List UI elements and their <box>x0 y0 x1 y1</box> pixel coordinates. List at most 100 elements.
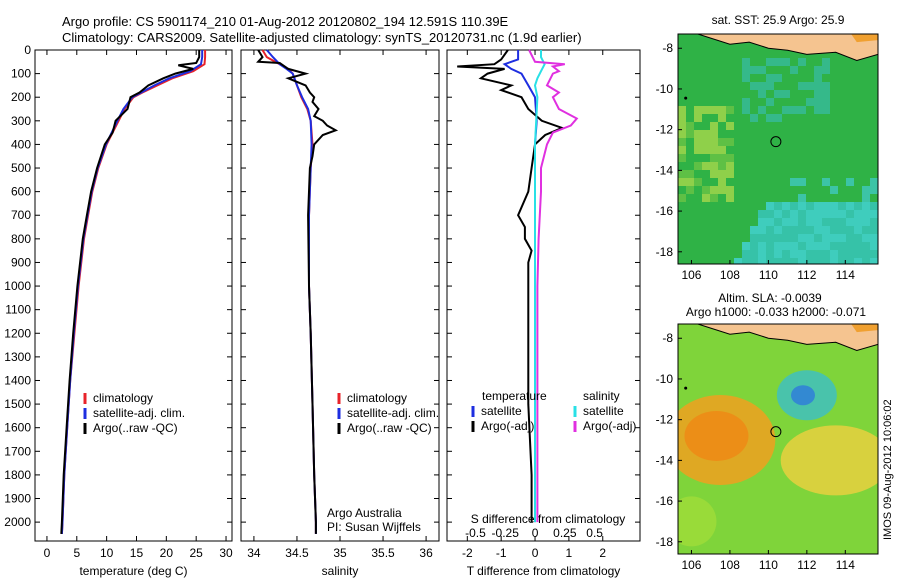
sst-cell <box>750 66 758 74</box>
imos-timestamp: IMOS 09-Aug-2012 10:06:02 <box>882 399 894 540</box>
sst-cell <box>798 194 806 202</box>
sst-cell <box>854 242 862 250</box>
sst-cell <box>790 250 798 258</box>
sst-cell <box>782 58 790 66</box>
sst-cell <box>766 202 774 210</box>
sst-cell <box>694 138 702 146</box>
sst-cell <box>782 258 790 264</box>
x-tick-label: 35 <box>333 546 347 560</box>
sst-cell <box>750 82 758 90</box>
sst-cell <box>790 242 798 250</box>
top-x-axis-label: S difference from climatology <box>471 512 626 526</box>
sla-x-tick-label: 112 <box>797 558 816 572</box>
sst-x-tick-label: 110 <box>759 268 778 282</box>
sst-cell <box>814 218 822 226</box>
y-tick-label: 400 <box>11 137 31 151</box>
sst-cell <box>758 250 766 258</box>
sst-cell <box>702 130 710 138</box>
salinity-panel: 34 34.5 35 35.5 36 salinity climatologysatelli… <box>240 49 440 578</box>
temperature-legend-entry: climatology <box>93 391 153 405</box>
y-tick-label: 1600 <box>4 421 31 435</box>
sst-cell <box>806 250 814 258</box>
sst-cell <box>830 186 838 194</box>
series-line-argorawqc <box>60 50 201 534</box>
sla-map-frame <box>677 323 879 555</box>
sst-cell <box>846 242 854 250</box>
sst-cell <box>718 106 726 114</box>
y-tick-label: 1800 <box>4 468 31 482</box>
sst-cell <box>694 114 702 122</box>
sst-cell <box>694 130 702 138</box>
sst-cell <box>774 218 782 226</box>
x-tick-label: 34.5 <box>285 546 309 560</box>
sst-cell <box>830 202 838 210</box>
salinity-legend-entry: climatology <box>347 391 407 405</box>
sla-x-tick-label: 108 <box>720 558 740 572</box>
y-tick-label: 700 <box>11 208 31 222</box>
sst-map-panel: sat. SST: 25.9 Argo: 25.9 106 108 110 112 114… <box>656 13 879 282</box>
sst-cell <box>758 82 766 90</box>
sla-x-tick-label: 110 <box>759 558 778 572</box>
sst-cell <box>870 234 878 242</box>
sst-land-highlight <box>851 34 878 43</box>
sst-cell <box>798 242 806 250</box>
plot-frame <box>446 49 641 542</box>
sst-cell <box>678 178 686 186</box>
sst-cell <box>710 194 718 202</box>
difference-legend-t-entry: satellite <box>481 404 522 418</box>
sst-cell <box>822 226 830 234</box>
y-tick-label: 800 <box>11 232 31 246</box>
x-tick-label: 0 <box>532 546 539 560</box>
sla-x-tick-label: 106 <box>681 558 701 572</box>
sst-cell <box>854 226 862 234</box>
top-x-tick-label: 0.5 <box>586 526 603 540</box>
top-x-tick-label: -0.25 <box>492 526 520 540</box>
sst-cell <box>822 234 830 242</box>
y-tick-label: 0 <box>24 43 31 57</box>
sst-cell <box>782 202 790 210</box>
x-tick-label: 20 <box>160 546 174 560</box>
sst-map-frame <box>677 33 879 265</box>
sst-cell <box>830 242 838 250</box>
y-tick-label: 500 <box>11 161 31 175</box>
sst-cell <box>766 210 774 218</box>
sst-cell <box>774 202 782 210</box>
annotation-institution: Argo Australia <box>327 506 402 520</box>
sst-argo-marker <box>770 136 782 148</box>
sst-cell <box>814 226 822 234</box>
sst-cell <box>798 82 806 90</box>
sst-cell <box>782 226 790 234</box>
sst-cell <box>814 82 822 90</box>
sst-cell <box>814 74 822 82</box>
sst-cell <box>822 82 830 90</box>
sst-cell <box>742 74 750 82</box>
sst-y-tick-label: -12 <box>656 123 674 137</box>
y-tick-label: 900 <box>11 255 31 269</box>
sst-cell <box>830 226 838 234</box>
sla-y-tick-label: -14 <box>656 453 674 467</box>
sst-cell <box>710 146 718 154</box>
sst-cell <box>726 194 734 202</box>
sst-x-tick-label: 106 <box>681 268 701 282</box>
difference-legend-t-entry: Argo(-adj) <box>481 419 534 433</box>
sst-cell <box>822 58 830 66</box>
sst-cell <box>870 178 878 186</box>
sst-cell <box>766 234 774 242</box>
sst-cell <box>862 226 870 234</box>
sst-cell <box>822 242 830 250</box>
sst-cell <box>702 138 710 146</box>
sst-cell <box>686 130 694 138</box>
sst-cell <box>774 114 782 122</box>
sst-cell <box>822 90 830 98</box>
sst-cell <box>838 250 846 258</box>
sst-y-tick-label: -10 <box>656 82 674 96</box>
sst-cell <box>806 210 814 218</box>
profile-title: Argo profile: CS 5901174_210 01-Aug-2012… <box>62 14 509 29</box>
sst-cell <box>726 154 734 162</box>
sst-cell <box>774 226 782 234</box>
y-tick-label: 300 <box>11 114 31 128</box>
sst-cell <box>774 250 782 258</box>
sst-cell <box>678 122 686 130</box>
sst-cell <box>686 186 694 194</box>
